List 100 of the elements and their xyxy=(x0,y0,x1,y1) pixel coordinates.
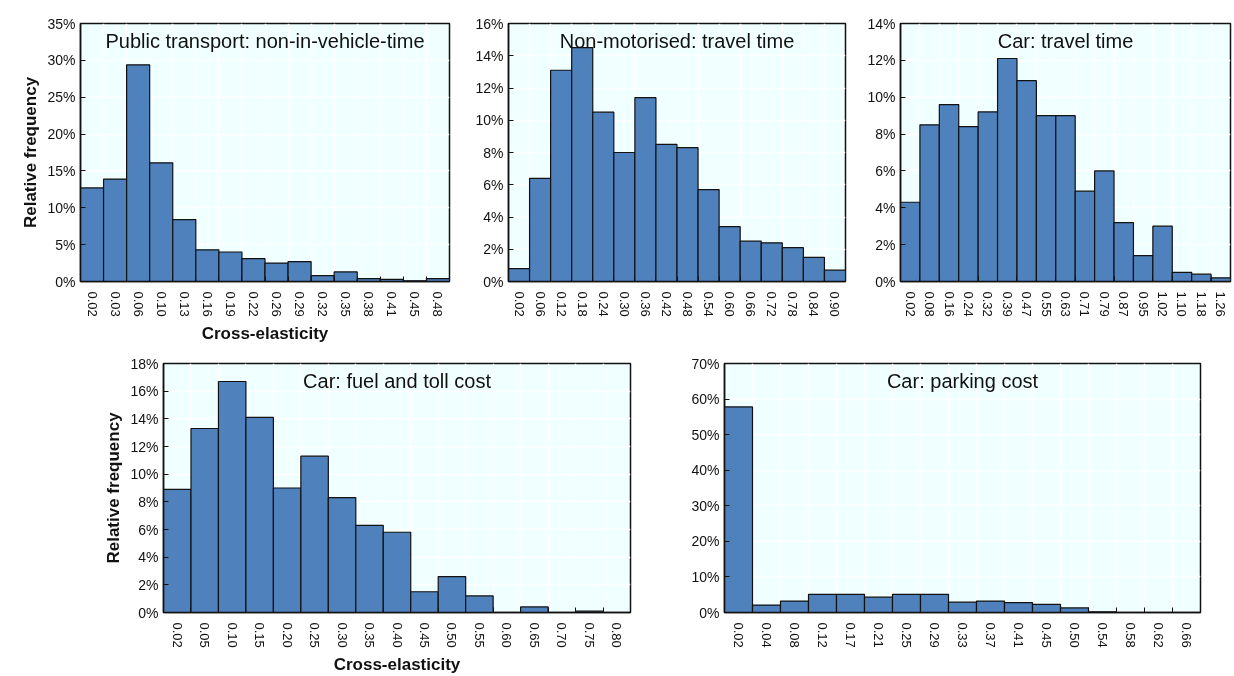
y-tick-label: 14% xyxy=(475,47,504,64)
y-tick-label: 10% xyxy=(475,112,504,129)
y-tick-label: 8% xyxy=(138,493,159,510)
x-tick-label: 0.37 xyxy=(983,622,998,648)
y-tick-label: 2% xyxy=(483,241,504,258)
y-tick-label: 50% xyxy=(691,426,720,443)
y-tick-label: 0% xyxy=(55,273,76,290)
x-tick-label: 0.40 xyxy=(389,622,405,648)
x-tick-label: 0.66 xyxy=(1179,622,1194,648)
x-tick-label: 0.48 xyxy=(680,291,696,317)
x-tick-label: 0.78 xyxy=(785,291,801,317)
x-tick-label: 0.48 xyxy=(430,291,446,317)
x-tick-label: 0.29 xyxy=(292,291,308,317)
x-tick-label: 0.84 xyxy=(806,291,822,317)
y-tick-label: 35% xyxy=(47,15,76,32)
x-tick-label: 0.60 xyxy=(722,291,738,317)
x-tick-label: 0.41 xyxy=(384,291,400,317)
x-tick-label: 0.80 xyxy=(609,622,625,648)
y-tick-label: 4% xyxy=(138,549,159,566)
x-tick-label: 0.02 xyxy=(84,291,100,317)
y-tick-label: 30% xyxy=(47,52,76,69)
y-tick-label: 6% xyxy=(138,521,159,538)
x-tick-label: 0.62 xyxy=(1151,622,1166,648)
y-tick-label: 12% xyxy=(475,80,504,96)
y-tick-label: 16% xyxy=(130,383,159,400)
y-axis-title: Relative frequency xyxy=(21,76,41,229)
x-tick-label: 0.79 xyxy=(1096,291,1112,317)
x-tick-label: 0.29 xyxy=(927,622,942,648)
x-tick-label: 0.54 xyxy=(701,291,717,317)
x-tick-label: 0.45 xyxy=(1039,622,1054,648)
y-tick-label: 2% xyxy=(138,576,159,593)
y-tick-label: 10% xyxy=(691,568,720,585)
x-tick-label: 0.22 xyxy=(245,291,261,317)
y-tick-label: 40% xyxy=(691,462,720,479)
x-tick-label: 0.38 xyxy=(361,291,377,317)
x-tick-label: 0.55 xyxy=(1038,291,1054,317)
y-tick-label: 10% xyxy=(867,89,896,106)
x-tick-label: 0.19 xyxy=(222,291,238,317)
x-tick-label: 0.18 xyxy=(574,291,590,317)
x-tick-label: 0.12 xyxy=(553,291,569,317)
x-tick-label: 0.16 xyxy=(199,291,215,317)
x-tick-label: 0.26 xyxy=(269,291,285,317)
y-axis-title: Relative frequency xyxy=(104,411,124,564)
x-tick-label: 0.71 xyxy=(1077,291,1093,317)
x-tick-label: 0.87 xyxy=(1116,291,1132,317)
y-tick-label: 8% xyxy=(483,144,504,161)
x-tick-label: 0.03 xyxy=(107,291,123,317)
y-tick-label: 6% xyxy=(483,176,504,193)
x-tick-label: 0.35 xyxy=(338,291,354,317)
x-tick-label: 0.05 xyxy=(197,622,213,648)
x-tick-label: 0.15 xyxy=(252,622,268,648)
x-tick-label: 0.25 xyxy=(307,622,323,648)
x-tick-label: 0.63 xyxy=(1058,291,1073,317)
y-tick-label: 30% xyxy=(691,497,720,514)
x-tick-label: 0.33 xyxy=(955,622,970,648)
x-tick-label: 0.41 xyxy=(1011,622,1026,648)
y-tick-label: 0% xyxy=(138,604,159,621)
x-tick-label: 0.36 xyxy=(637,291,653,317)
x-tick-label: 0.08 xyxy=(922,291,938,317)
x-tick-label: 0.58 xyxy=(1123,622,1138,648)
y-tick-label: 12% xyxy=(867,52,896,69)
chart-title: Non-motorised: travel time xyxy=(559,29,795,52)
x-tick-label: 0.21 xyxy=(871,622,886,648)
x-tick-label: 0.70 xyxy=(554,622,570,648)
chart-title: Car: parking cost xyxy=(886,369,1039,392)
x-tick-label: 0.24 xyxy=(595,291,611,317)
x-tick-label: 1.18 xyxy=(1193,291,1209,317)
x-tick-label: 0.25 xyxy=(899,622,914,648)
x-tick-label: 0.50 xyxy=(444,622,460,648)
y-tick-label: 20% xyxy=(47,126,76,143)
x-tick-label: 0.32 xyxy=(315,291,331,317)
x-tick-label: 0.60 xyxy=(499,622,515,648)
y-tick-label: 2% xyxy=(875,236,896,253)
y-tick-label: 0% xyxy=(483,273,504,290)
x-tick-label: 0.06 xyxy=(130,291,146,317)
x-tick-label: 0.47 xyxy=(1019,291,1035,317)
x-tick-label: 0.02 xyxy=(731,622,746,648)
x-tick-label: 0.02 xyxy=(169,622,185,648)
x-tick-label: 0.45 xyxy=(407,291,423,317)
x-tick-label: 0.95 xyxy=(1135,291,1151,317)
chart-title: Car: travel time xyxy=(997,29,1134,52)
x-tick-label: 0.13 xyxy=(176,291,192,317)
x-tick-label: 0.06 xyxy=(532,291,548,317)
x-tick-label: 0.45 xyxy=(416,622,432,648)
y-tick-label: 4% xyxy=(875,199,896,216)
y-tick-label: 20% xyxy=(691,533,720,550)
y-tick-label: 12% xyxy=(130,438,159,455)
y-tick-label: 8% xyxy=(875,126,896,143)
y-tick-label: 18% xyxy=(130,355,159,372)
y-tick-label: 0% xyxy=(699,604,720,621)
y-tick-label: 16% xyxy=(475,15,504,32)
x-tick-label: 0.17 xyxy=(843,622,858,648)
chart-title: Car: fuel and toll cost xyxy=(303,369,492,392)
y-tick-label: 6% xyxy=(875,162,896,179)
x-tick-label: 1.02 xyxy=(1155,291,1171,317)
x-tick-label: 1.10 xyxy=(1174,291,1190,317)
y-tick-label: 10% xyxy=(130,466,159,483)
x-tick-label: 0.35 xyxy=(362,622,378,648)
x-tick-label: 0.66 xyxy=(743,291,759,317)
x-tick-label: 0.08 xyxy=(787,622,802,648)
